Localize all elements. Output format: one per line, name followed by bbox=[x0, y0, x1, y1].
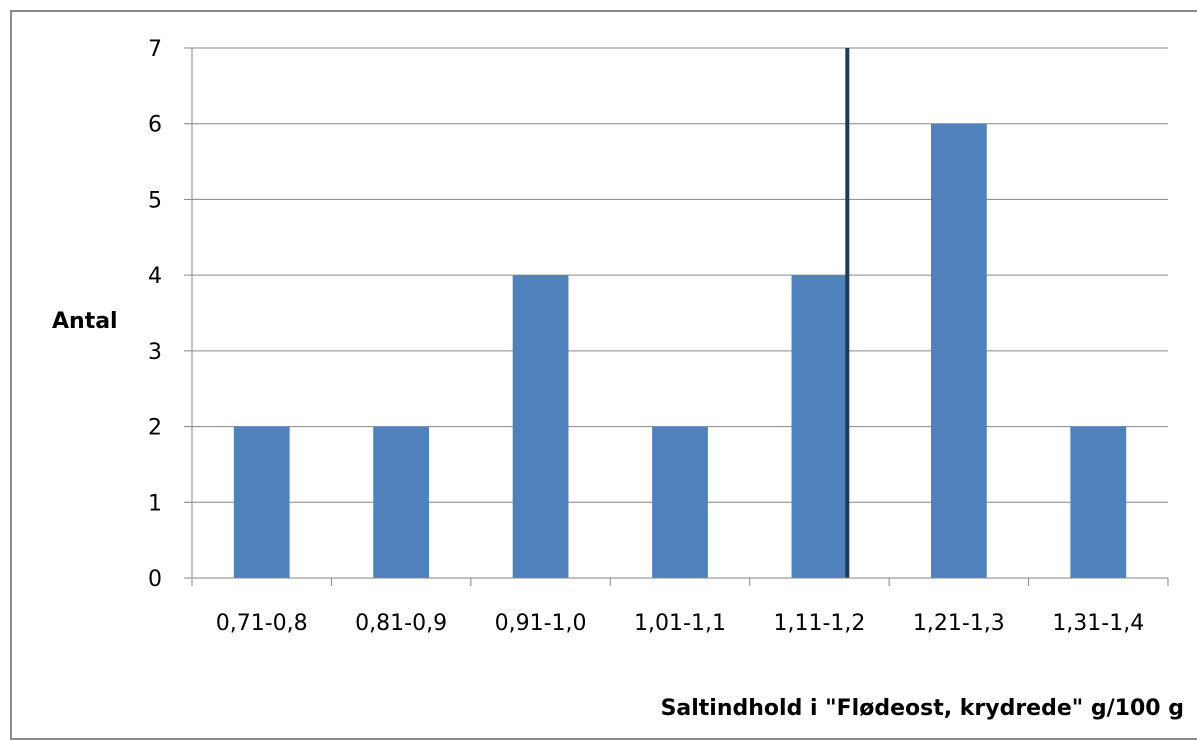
x-tick-label: 1,31-1,4 bbox=[1052, 611, 1144, 636]
x-tick-label: 1,11-1,2 bbox=[773, 611, 865, 636]
y-tick-label: 3 bbox=[148, 340, 162, 365]
x-tick-label: 0,81-0,9 bbox=[355, 611, 447, 636]
x-tick-label: 1,01-1,1 bbox=[634, 611, 726, 636]
x-tick-label: 0,91-1,0 bbox=[495, 611, 587, 636]
bar bbox=[930, 123, 987, 578]
bar bbox=[373, 426, 430, 578]
bars bbox=[233, 48, 1127, 578]
y-axis-title: Antal bbox=[52, 309, 118, 334]
bar bbox=[512, 275, 569, 578]
y-tick-label: 5 bbox=[148, 188, 162, 213]
y-tick-label: 4 bbox=[148, 264, 162, 289]
x-tick-label: 1,21-1,3 bbox=[913, 611, 1005, 636]
axes bbox=[184, 47, 1169, 586]
y-tick-label: 0 bbox=[148, 567, 162, 592]
x-tick-label: 0,71-0,8 bbox=[216, 611, 308, 636]
bar bbox=[233, 426, 290, 578]
chart-frame bbox=[10, 10, 1197, 740]
y-tick-label: 6 bbox=[148, 113, 162, 138]
y-tick-labels: 0 1 2 3 4 5 6 7 bbox=[148, 37, 162, 592]
bar bbox=[791, 275, 848, 578]
y-tick-label: 7 bbox=[148, 37, 162, 62]
y-tick-label: 2 bbox=[148, 416, 162, 441]
bar bbox=[1070, 426, 1127, 578]
bar bbox=[652, 426, 708, 578]
x-tick-labels: 0,71-0,8 0,81-0,9 0,91-1,0 1,01-1,1 1,11-1,2… bbox=[216, 611, 1144, 636]
x-axis-title: Saltindhold i "Flødeost, krydrede" g/100… bbox=[661, 696, 1184, 721]
y-tick-label: 1 bbox=[148, 491, 162, 516]
